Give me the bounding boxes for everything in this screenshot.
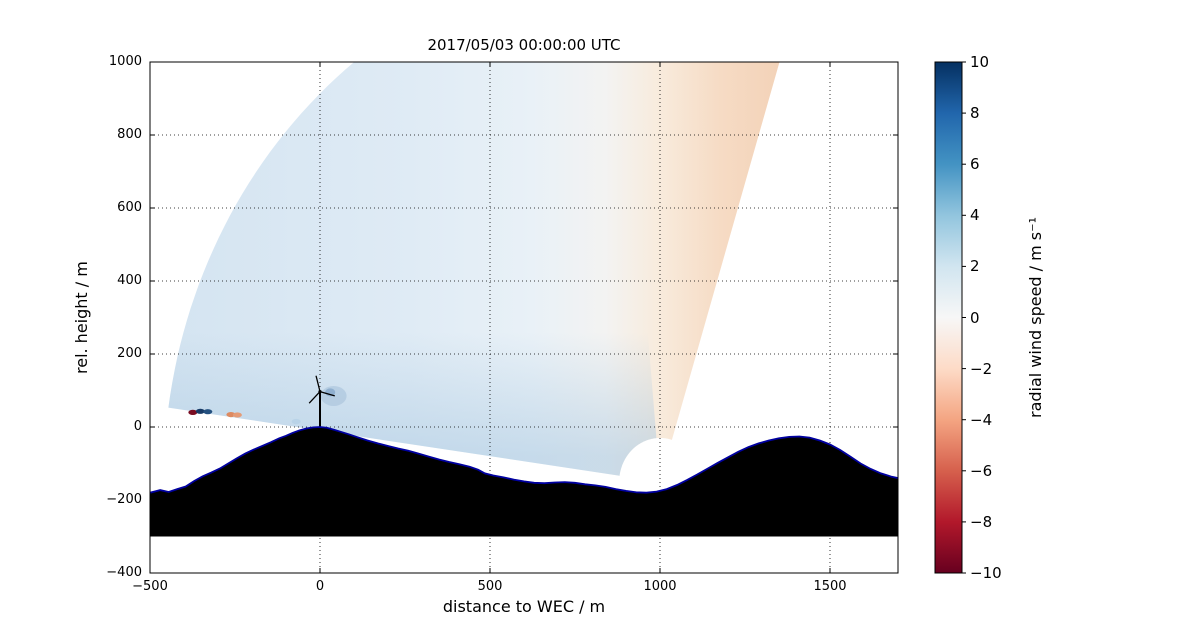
colorbar-tick-label: −4: [970, 410, 993, 429]
x-tick-label: 1500: [813, 579, 847, 594]
y-tick-label: 400: [117, 273, 142, 288]
wind-turbine: [308, 375, 335, 427]
y-tick-label: 200: [117, 346, 142, 361]
colorbar: [934, 61, 966, 574]
y-tick-label: 800: [117, 127, 142, 142]
colorbar-tick-label: −2: [970, 359, 993, 378]
colorbar-tick-label: 8: [970, 104, 980, 123]
hard-target-dot: [203, 409, 213, 415]
hard-target-dot: [291, 418, 301, 425]
hard-target-dots: [188, 408, 301, 425]
colorbar-tick-label: −8: [970, 512, 993, 531]
y-tick-label: 600: [117, 200, 142, 215]
terrain: [150, 426, 898, 537]
colorbar-tick-label: 0: [970, 308, 980, 327]
y-tick-label: −400: [106, 565, 142, 580]
axes-frame: [149, 61, 899, 574]
y-tick-label: 1000: [108, 54, 142, 69]
colorbar-label: radial wind speed / m s⁻¹: [1026, 217, 1045, 418]
colorbar-tick-label: −10: [970, 564, 1002, 582]
colorbar-gradient: [935, 62, 962, 573]
hard-target-dot: [226, 411, 236, 418]
x-axis-label: distance to WEC / m: [442, 597, 606, 616]
chart-title: 2017/05/03 00:00:00 UTC: [427, 36, 621, 54]
colorbar-tick-label: 4: [970, 206, 980, 225]
y-tick-label: 0: [133, 419, 142, 434]
scan-fan: [168, 62, 780, 476]
colorbar-tick-label: 2: [970, 257, 980, 276]
y-axis-label: rel. height / m: [72, 261, 91, 374]
hard-target-dot: [195, 408, 205, 414]
hard-target-dot: [232, 412, 242, 418]
colorbar-tick-label: 10: [970, 53, 990, 71]
x-tick-label: 500: [477, 579, 503, 594]
x-tick-label: 1000: [643, 579, 677, 594]
hard-target-dot: [188, 409, 198, 415]
colorbar-tick-label: 6: [970, 155, 980, 174]
x-tick-label: −500: [132, 579, 168, 594]
colorbar-tick-label: −6: [970, 461, 993, 480]
y-tick-label: −200: [106, 492, 142, 507]
x-tick-label: 0: [315, 579, 325, 594]
